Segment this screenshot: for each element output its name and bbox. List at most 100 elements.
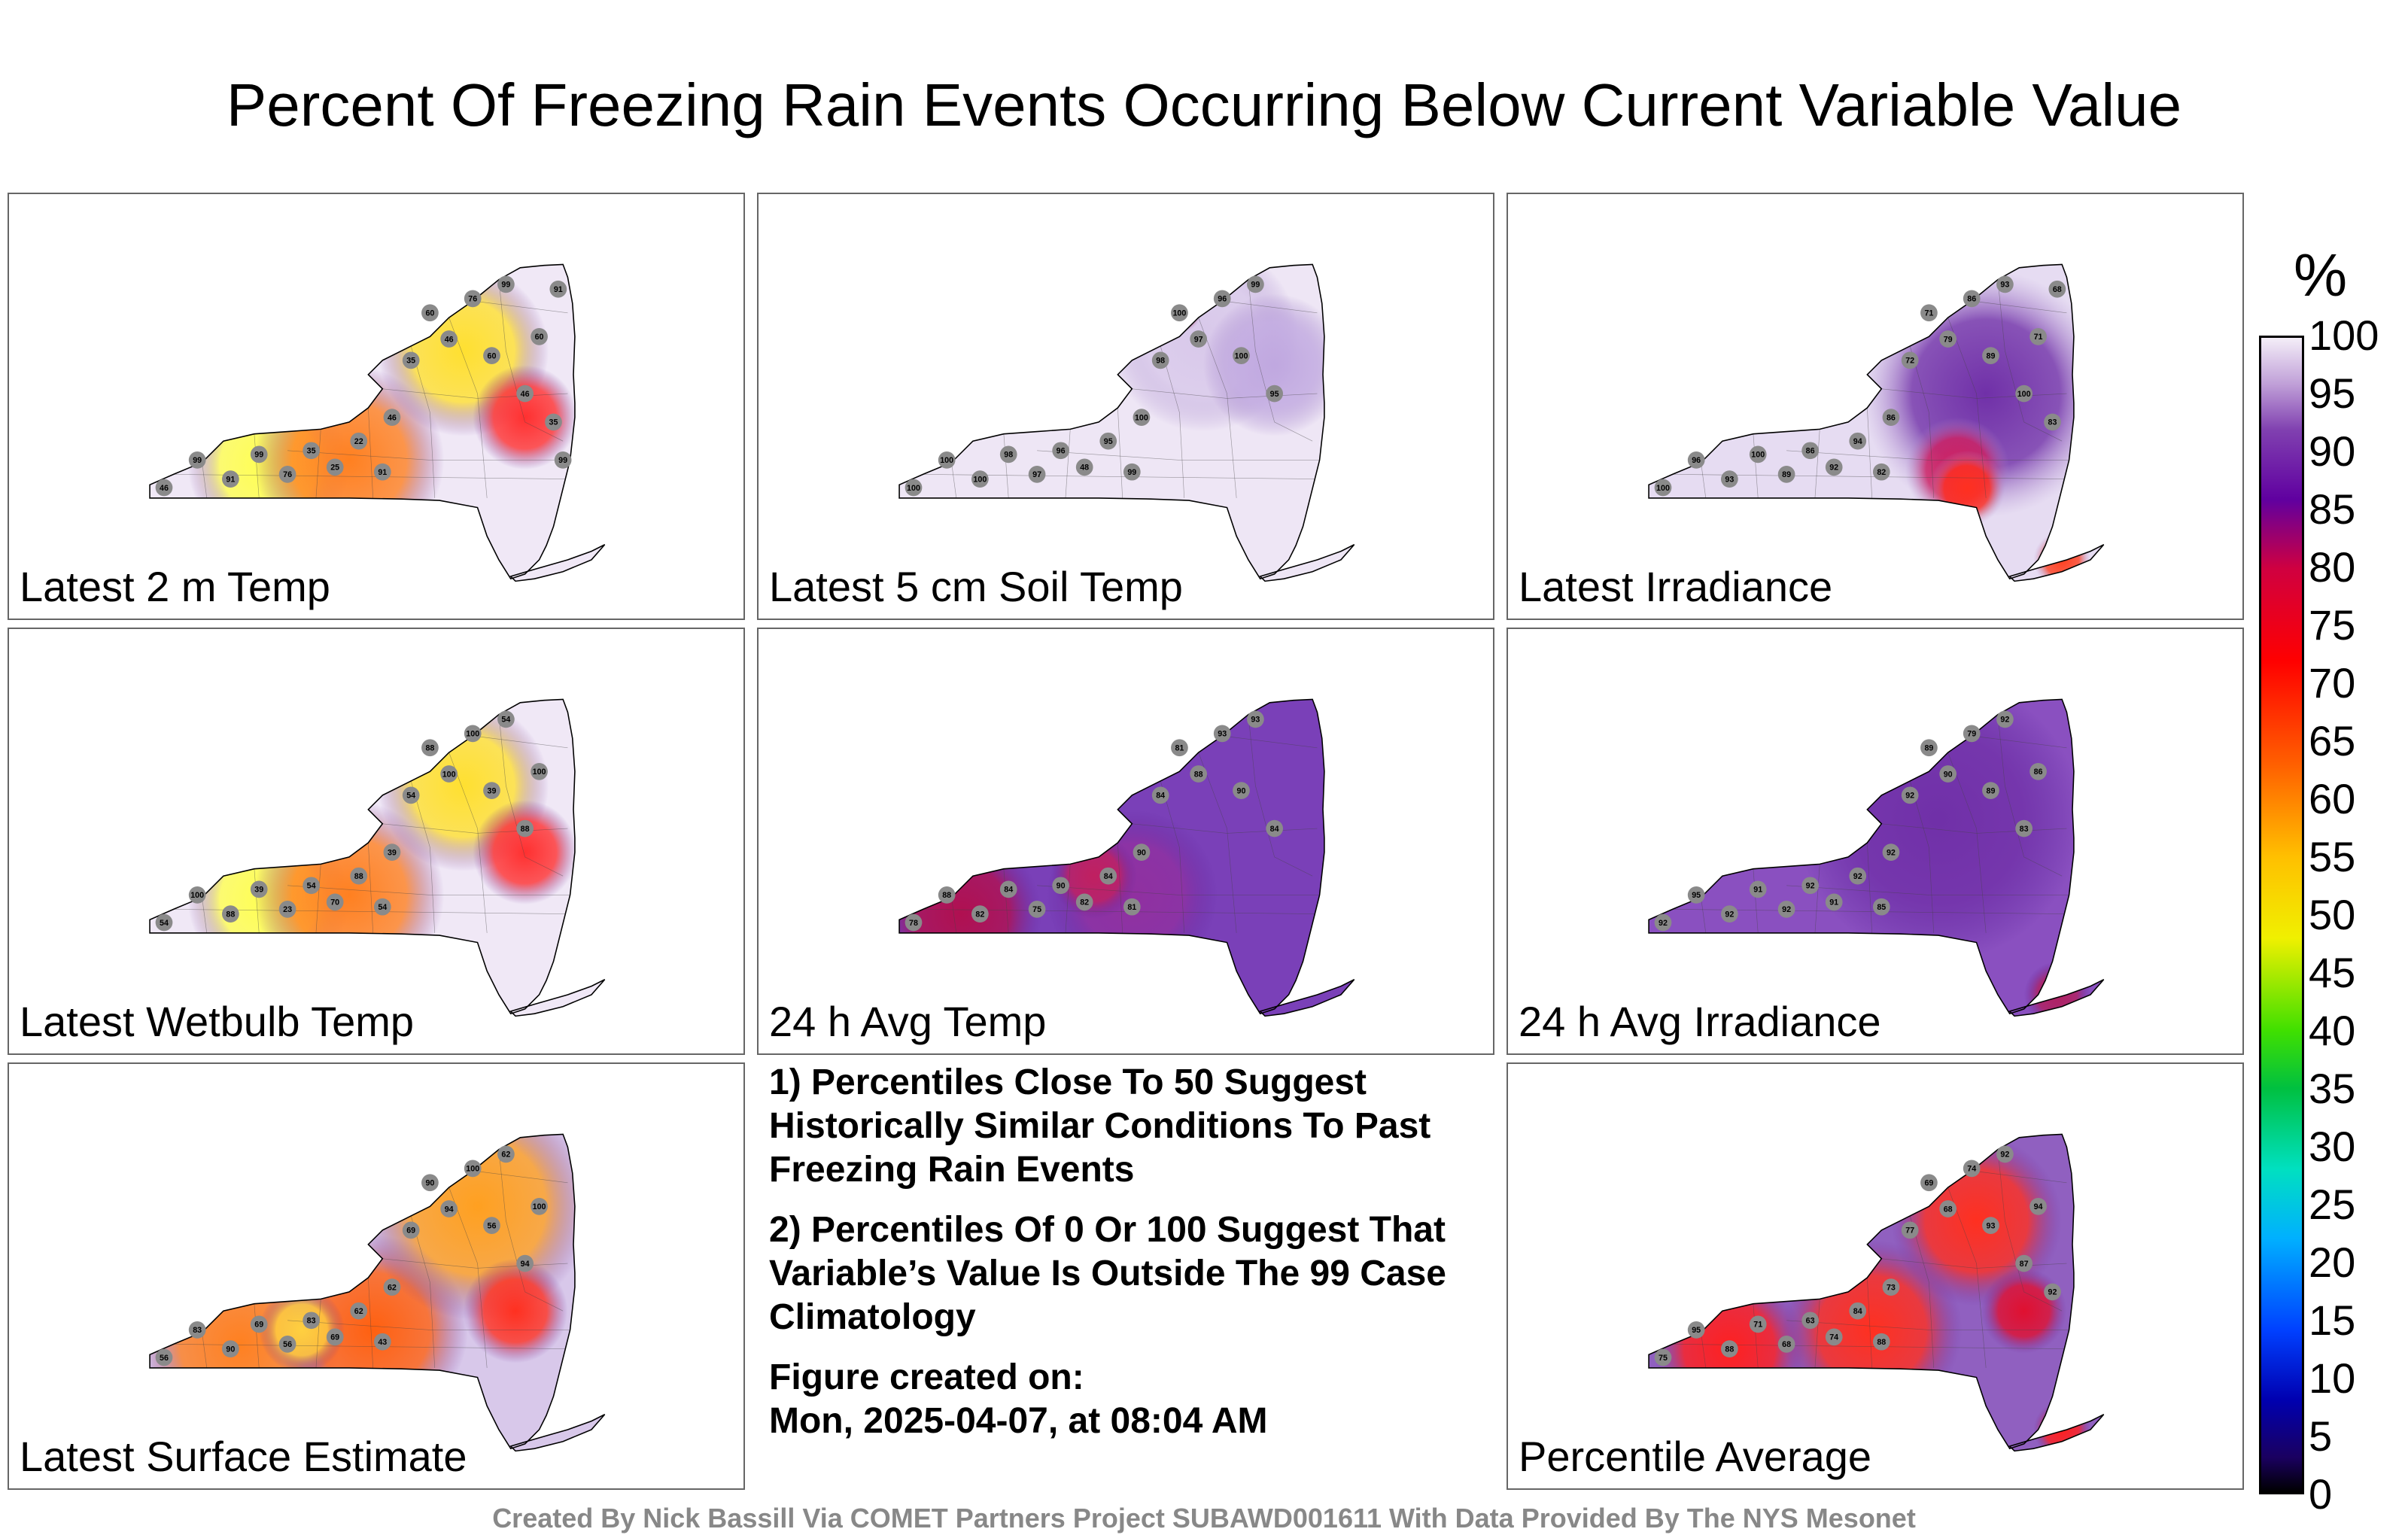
station-value: 98 (1156, 357, 1165, 366)
station-value: 22 (354, 437, 363, 446)
station-value: 83 (193, 1326, 202, 1335)
station-value: 93 (1725, 475, 1734, 484)
colorbar-tick: 70 (2309, 659, 2356, 707)
station-value: 75 (1032, 905, 1041, 914)
station-value: 100 (466, 730, 479, 739)
station-value: 91 (554, 285, 563, 294)
station-value: 99 (1251, 281, 1260, 290)
station-value: 100 (2017, 390, 2031, 399)
station-value: 88 (354, 872, 363, 881)
station-marker (1151, 351, 1169, 369)
map-panel-4: 54 100 88 39 23 54 70 88 54 39 54 88 100 100 39 54 88 100… (8, 628, 745, 1055)
station-marker (1901, 786, 1919, 804)
station-value: 84 (1853, 1307, 1862, 1316)
station-marker (2015, 385, 2033, 403)
station-marker (1872, 898, 1890, 916)
station-marker (516, 1254, 534, 1272)
station-value: 86 (2034, 768, 2043, 777)
state-outline (149, 1133, 576, 1450)
colorbar-tick: 80 (2309, 543, 2356, 591)
station-marker (1654, 479, 1672, 497)
station-value: 39 (254, 886, 263, 895)
panel-label: Latest Wetbulb Temp (20, 998, 415, 1045)
station-value: 85 (1877, 903, 1886, 912)
station-marker (221, 470, 239, 488)
state-outline (898, 698, 1325, 1015)
station-value: 92 (2048, 1288, 2057, 1297)
station-value: 100 (1235, 351, 1248, 360)
station-value: 90 (1236, 786, 1245, 795)
station-value: 92 (1782, 905, 1791, 914)
station-value: 74 (1829, 1333, 1838, 1342)
station-value: 99 (254, 451, 263, 460)
station-value: 48 (1080, 464, 1089, 473)
station-marker (1749, 880, 1767, 898)
station-marker (2015, 1254, 2033, 1272)
station-marker (1825, 458, 1843, 476)
station-value: 95 (1104, 437, 1113, 446)
station-value: 82 (1877, 468, 1886, 477)
panel-label: Percentile Average (1519, 1433, 1872, 1480)
station-value: 83 (2048, 418, 2057, 427)
station-value: 95 (1270, 390, 1279, 399)
station-marker (1266, 819, 1284, 837)
station-marker (1123, 898, 1141, 916)
station-marker (1801, 1312, 1820, 1330)
station-marker (1882, 409, 1900, 426)
ny-map: 100 96 93 100 89 86 92 94 82 86 72 71 79 86 89 93 100 71 8… (1648, 263, 2105, 582)
station-marker (1777, 900, 1795, 918)
station-value: 91 (378, 468, 387, 477)
colorbar-tick: 10 (2309, 1354, 2356, 1402)
station-marker (497, 275, 515, 293)
state-outline (1648, 698, 2075, 1015)
station-value: 69 (330, 1333, 339, 1342)
station-marker (1777, 1335, 1795, 1353)
state-outline (1648, 263, 2075, 580)
station-marker (1996, 275, 2014, 293)
created-on-label: Figure created on: (769, 1357, 1084, 1397)
station-marker (402, 1221, 420, 1239)
station-value: 54 (160, 919, 169, 928)
station-marker (999, 445, 1017, 464)
station-value: 82 (1080, 898, 1089, 907)
station-value: 56 (283, 1340, 292, 1349)
station-marker (250, 880, 268, 898)
station-marker (938, 886, 956, 904)
station-marker (1213, 290, 1231, 308)
map-panel-6: 92 95 92 91 92 92 91 92 85 92 92 89 90 79 89 92 83 86 24 h… (1507, 628, 2244, 1055)
station-value: 84 (1104, 872, 1113, 881)
station-marker (278, 900, 296, 918)
panel-label: Latest 2 m Temp (20, 563, 330, 610)
station-marker (483, 782, 500, 799)
station-marker (1982, 782, 1999, 799)
station-marker (1825, 1328, 1843, 1346)
station-marker (373, 1333, 391, 1351)
station-value: 94 (445, 1205, 454, 1214)
station-marker (1190, 765, 1208, 783)
station-marker (1151, 786, 1169, 804)
station-marker (1687, 886, 1705, 904)
station-marker (1939, 330, 1957, 348)
station-value: 87 (2020, 1260, 2029, 1269)
station-marker (303, 442, 321, 460)
station-value: 83 (2020, 825, 2029, 834)
station-marker (1720, 905, 1738, 923)
station-marker (516, 819, 534, 837)
station-marker (188, 1321, 206, 1339)
state-outline (149, 698, 576, 1015)
station-marker (1801, 877, 1820, 895)
colorbar-tick: 25 (2309, 1181, 2356, 1228)
station-marker (250, 1315, 268, 1333)
station-marker (999, 880, 1017, 898)
station-marker (554, 451, 572, 469)
station-marker (545, 413, 562, 431)
station-marker (1052, 877, 1070, 895)
station-value: 88 (521, 825, 530, 834)
station-marker (278, 465, 296, 483)
created-on-date: Mon, 2025-04-07, at 08:04 AM (769, 1401, 1268, 1441)
station-marker (1939, 1200, 1957, 1217)
station-marker (350, 867, 368, 885)
station-value: 39 (487, 786, 496, 795)
station-marker (1075, 893, 1093, 911)
station-marker (1190, 330, 1208, 348)
